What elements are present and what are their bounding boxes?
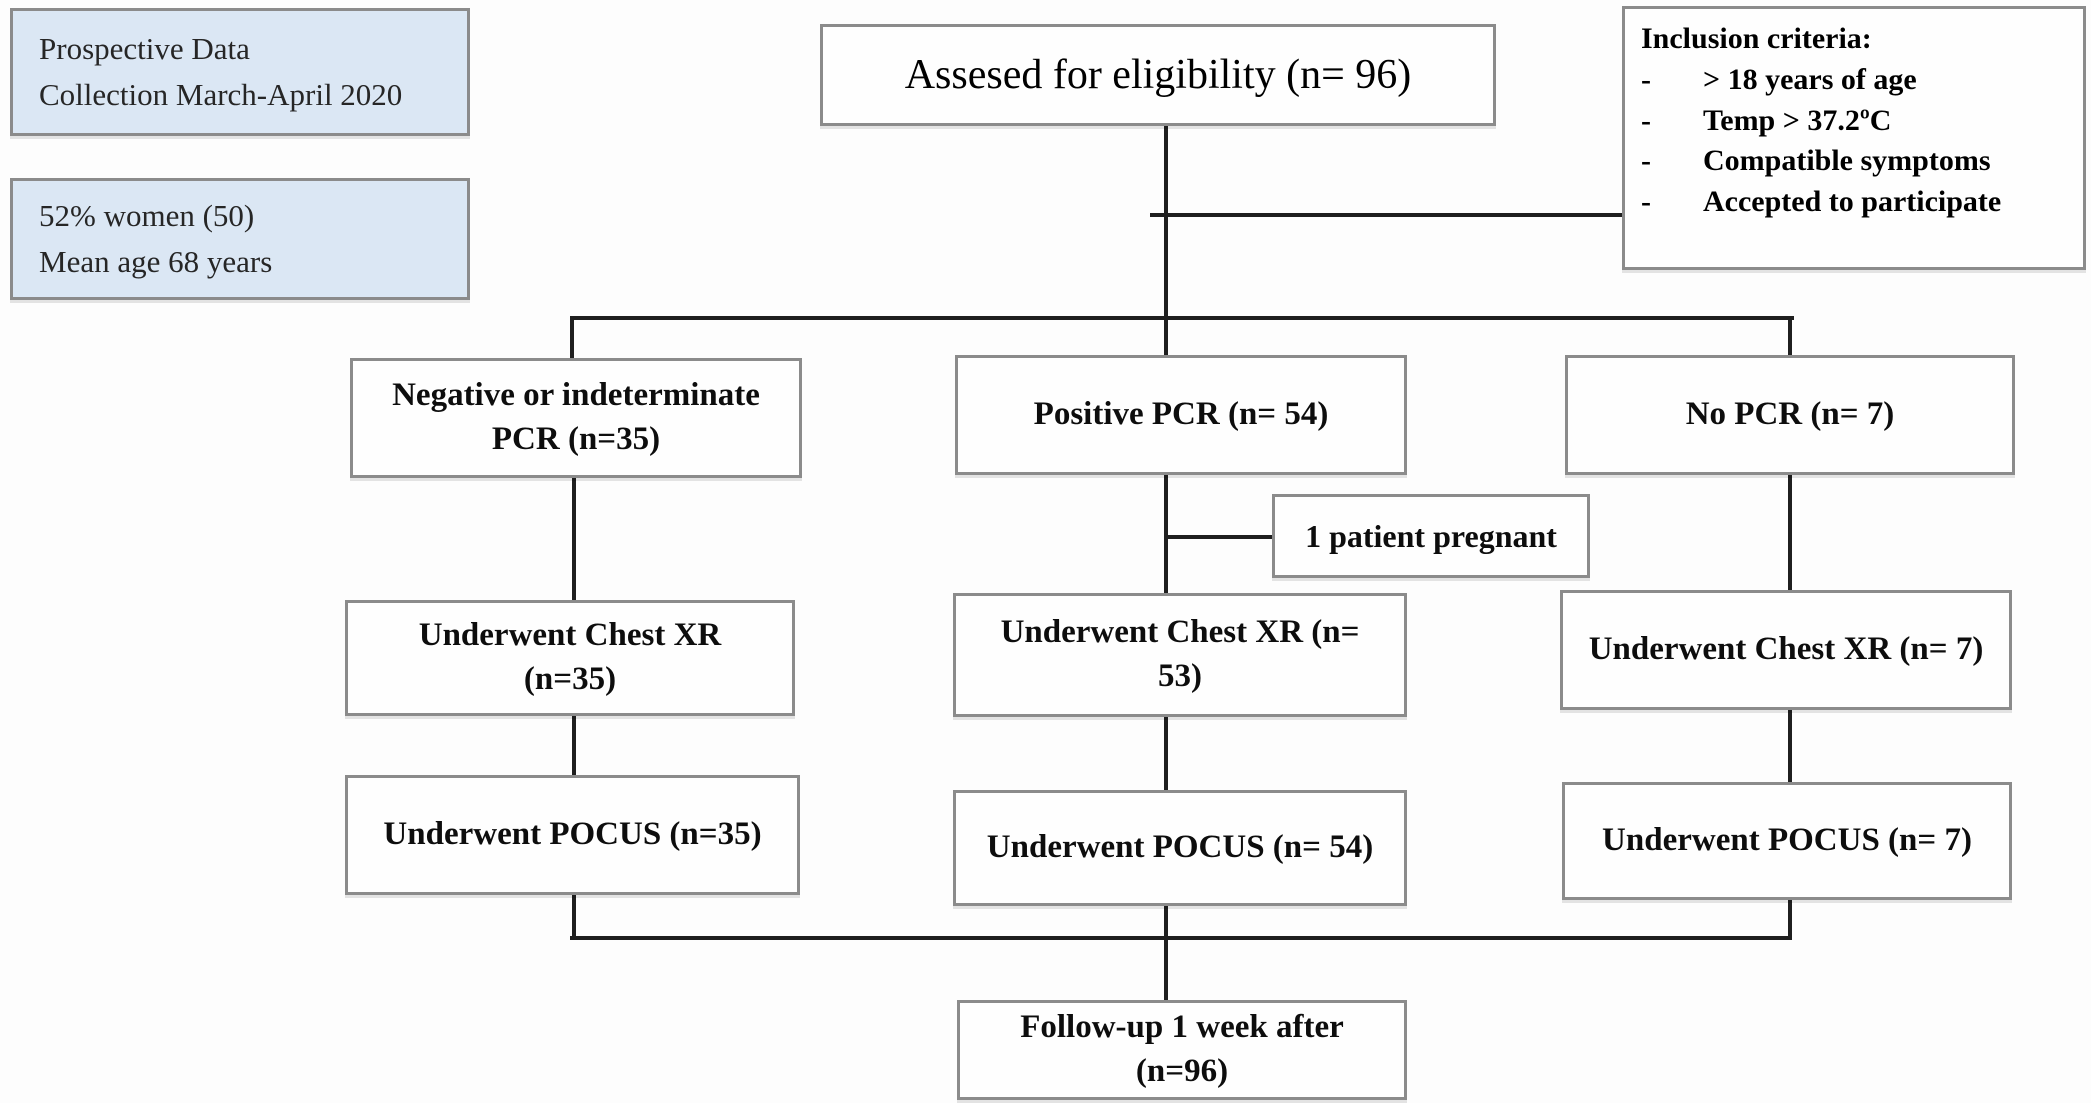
- connector-to-pregnant: [1166, 535, 1272, 539]
- box-line: Underwent POCUS (n= 7): [1602, 822, 1972, 859]
- box-line: Underwent POCUS (n= 54): [986, 829, 1374, 866]
- box-line: No PCR (n= 7): [1685, 396, 1895, 433]
- pocus-negative-box: Underwent POCUS (n=35): [345, 775, 800, 895]
- bullet-dash: -: [1641, 185, 1651, 219]
- box-line: Underwent POCUS (n=35): [383, 816, 762, 853]
- inclusion-criteria-box: Inclusion criteria: - > 18 years of age …: [1622, 6, 2086, 270]
- inclusion-item-text: > 18 years of age: [1703, 62, 1917, 96]
- connector-right-pocus-down: [1788, 900, 1792, 940]
- connector-branch-left-stub: [570, 316, 574, 358]
- connector-left-pcr-to-xr: [572, 478, 576, 600]
- box-line: Negative or indeterminate: [392, 377, 760, 414]
- box-line: Positive PCR (n= 54): [1033, 396, 1329, 433]
- inclusion-item: - Temp > 37.2ºC: [1641, 101, 2073, 142]
- note-line: 52% women (50): [39, 197, 255, 233]
- box-line: Underwent Chest XR: [418, 617, 722, 654]
- chest-xr-nopcr-box: Underwent Chest XR (n= 7): [1560, 590, 2012, 710]
- connector-branch-right-stub: [1788, 316, 1792, 355]
- pcr-positive-box: Positive PCR (n= 54): [955, 355, 1407, 475]
- note-prospective-data: Prospective Data Collection March-April …: [10, 8, 470, 136]
- pocus-nopcr-box: Underwent POCUS (n= 7): [1562, 782, 2012, 900]
- inclusion-item: - Compatible symptoms: [1641, 141, 2073, 182]
- note-line: Mean age 68 years: [39, 244, 273, 279]
- box-line: Underwent Chest XR (n= 7): [1588, 631, 1984, 668]
- inclusion-item: - > 18 years of age: [1641, 60, 2073, 101]
- followup-box: Follow-up 1 week after (n=96): [957, 1000, 1407, 1100]
- box-line: Underwent Chest XR (n=: [1000, 614, 1360, 651]
- connector-eligibility-down: [1164, 126, 1168, 355]
- note-line: Prospective Data: [39, 30, 250, 66]
- eligibility-box: Assesed for eligibility (n= 96): [820, 24, 1496, 126]
- inclusion-item-text: Temp > 37.2ºC: [1703, 103, 1892, 137]
- connector-right-pcr-to-xr: [1788, 475, 1792, 590]
- pcr-negative-box: Negative or indeterminate PCR (n=35): [350, 358, 802, 478]
- note-demographics: 52% women (50) Mean age 68 years: [10, 178, 470, 300]
- inclusion-item: - Accepted to participate: [1641, 182, 2073, 223]
- inclusion-item-text: Accepted to participate: [1703, 185, 2002, 219]
- bullet-dash: -: [1641, 144, 1651, 178]
- connector-right-xr-to-pocus: [1788, 710, 1792, 782]
- box-line: 53): [1158, 658, 1202, 694]
- bullet-dash: -: [1641, 103, 1651, 137]
- chest-xr-positive-box: Underwent Chest XR (n= 53): [953, 593, 1407, 717]
- box-line: PCR (n=35): [491, 421, 661, 457]
- connector-to-inclusion: [1150, 213, 1622, 217]
- box-line: 1 patient pregnant: [1305, 517, 1557, 554]
- connector-branch-bottom: [570, 936, 1792, 940]
- inclusion-title: Inclusion criteria:: [1641, 22, 1872, 55]
- connector-branch-top: [570, 316, 1794, 320]
- connector-to-followup: [1164, 906, 1168, 1000]
- no-pcr-box: No PCR (n= 7): [1565, 355, 2015, 475]
- eligibility-label: Assesed for eligibility (n= 96): [904, 52, 1412, 98]
- pregnant-exclusion-box: 1 patient pregnant: [1272, 494, 1590, 578]
- chest-xr-negative-box: Underwent Chest XR (n=35): [345, 600, 795, 716]
- connector-left-pocus-down: [572, 895, 576, 940]
- connector-left-xr-to-pocus: [572, 716, 576, 775]
- box-line: (n=35): [523, 661, 617, 697]
- bullet-dash: -: [1641, 62, 1651, 96]
- note-line: Collection March-April 2020: [39, 77, 403, 112]
- pocus-positive-box: Underwent POCUS (n= 54): [953, 790, 1407, 906]
- box-line: (n=96): [1135, 1053, 1229, 1089]
- connector-mid-pcr-to-xr: [1164, 475, 1168, 593]
- box-line: Follow-up 1 week after: [1020, 1009, 1344, 1046]
- inclusion-item-text: Compatible symptoms: [1703, 144, 1991, 178]
- connector-mid-xr-to-pocus: [1164, 717, 1168, 790]
